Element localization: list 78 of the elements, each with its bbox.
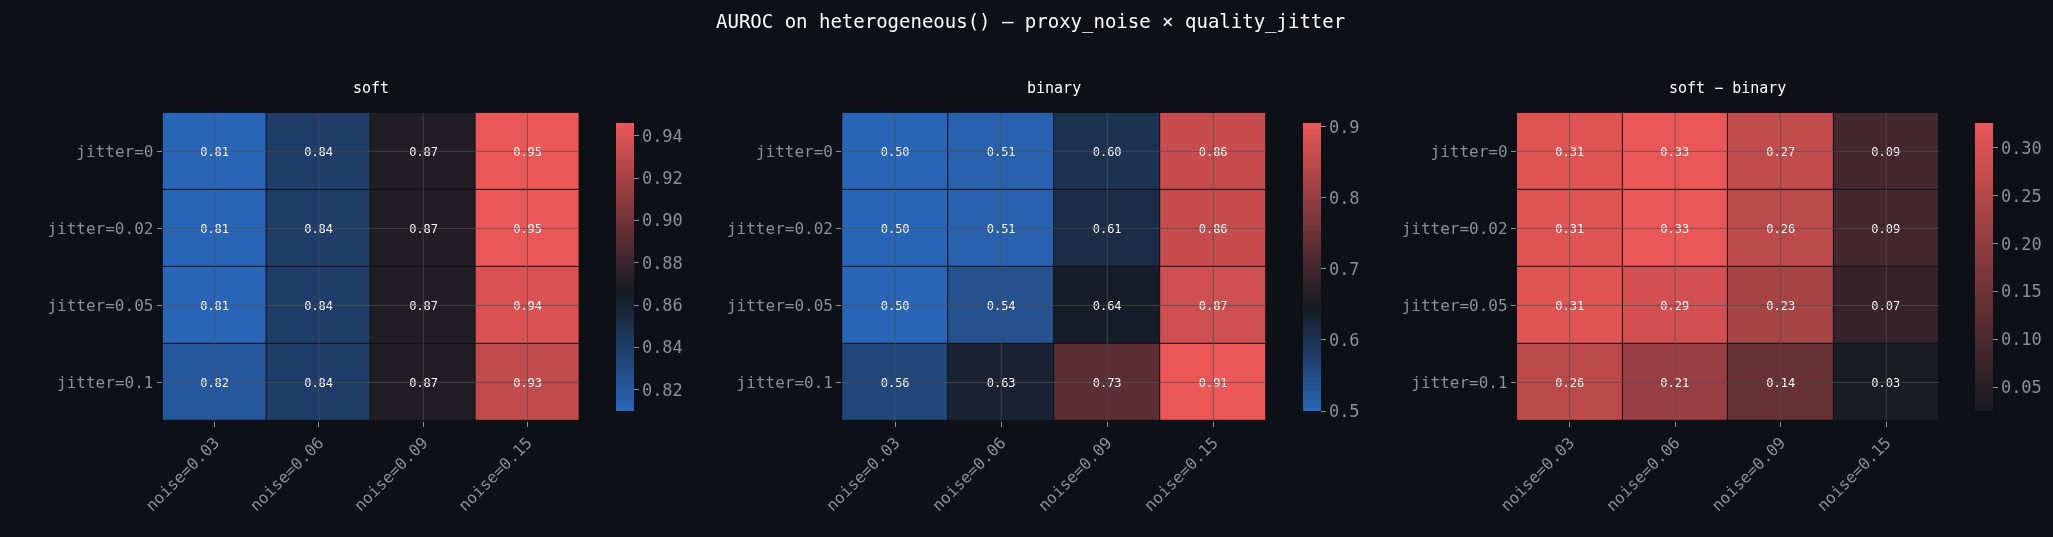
data-label: 0.87 <box>409 375 439 390</box>
data-label: 0.27 <box>1766 144 1796 159</box>
color-bar-label: 0.7 <box>1328 258 1360 279</box>
data-label: 0.14 <box>1766 375 1796 390</box>
data-label: 0.51 <box>986 144 1016 159</box>
data-label: 0.87 <box>409 298 439 313</box>
data-label: 0.87 <box>409 221 439 236</box>
color-bar-label: 0.82 <box>641 379 683 400</box>
data-label: 0.54 <box>986 298 1016 313</box>
chart-title: soft − binary <box>1669 79 1787 97</box>
data-label: 0.03 <box>1871 375 1901 390</box>
data-label: 0.31 <box>1555 144 1585 159</box>
data-label: 0.84 <box>304 221 334 236</box>
color-bar-label: 0.9 <box>1328 116 1360 137</box>
color-bar-label: 0.25 <box>2000 185 2042 206</box>
data-label: 0.23 <box>1766 298 1796 313</box>
color-bar-label: 0.92 <box>641 168 683 189</box>
data-label: 0.31 <box>1555 298 1585 313</box>
color-bar-label: 0.84 <box>641 337 683 358</box>
y-tick-label: jitter=0 <box>755 141 833 161</box>
chart-title: soft <box>353 79 390 97</box>
color-bar-label: 0.8 <box>1328 187 1360 208</box>
data-label: 0.63 <box>986 375 1016 390</box>
y-tick-label: jitter=0.05 <box>726 296 833 316</box>
color-bar-label: 0.05 <box>2000 377 2042 398</box>
data-label: 0.61 <box>1092 221 1122 236</box>
data-label: 0.81 <box>200 221 230 236</box>
data-label: 0.84 <box>304 375 334 390</box>
color-bar-label: 0.20 <box>2000 233 2042 254</box>
color-bar-label: 0.10 <box>2000 329 2042 350</box>
data-label: 0.93 <box>513 375 543 390</box>
data-label: 0.29 <box>1660 298 1690 313</box>
y-tick-label: jitter=0.1 <box>736 373 833 393</box>
data-label: 0.50 <box>880 298 910 313</box>
data-label: 0.86 <box>1198 144 1228 159</box>
data-label: 0.84 <box>304 144 334 159</box>
data-label: 0.26 <box>1555 375 1585 390</box>
data-label: 0.07 <box>1871 298 1901 313</box>
color-bar-label: 0.94 <box>641 125 683 146</box>
data-label: 0.81 <box>200 144 230 159</box>
color-bar-label: 0.30 <box>2000 137 2042 158</box>
y-tick-label: jitter=0 <box>76 141 154 161</box>
data-label: 0.84 <box>304 298 334 313</box>
color-bar-label: 0.5 <box>1328 400 1360 421</box>
y-tick-label: jitter=0.02 <box>1401 218 1508 238</box>
y-tick-label: jitter=0 <box>1430 141 1508 161</box>
data-label: 0.33 <box>1660 144 1690 159</box>
data-label: 0.50 <box>880 144 910 159</box>
data-label: 0.82 <box>200 375 230 390</box>
data-label: 0.60 <box>1092 144 1122 159</box>
y-tick-label: jitter=0.05 <box>1401 296 1508 316</box>
chart-title: binary <box>1027 79 1082 97</box>
data-label: 0.87 <box>1198 298 1228 313</box>
data-label: 0.50 <box>880 221 910 236</box>
color-bar-label: 0.86 <box>641 295 683 316</box>
y-tick-label: jitter=0.1 <box>1411 373 1508 393</box>
color-bar-label: 0.88 <box>641 252 683 273</box>
data-label: 0.26 <box>1766 221 1796 236</box>
text: AUROC on heterogeneous() — proxy_noise × quality_jitter <box>716 10 1346 33</box>
data-label: 0.87 <box>409 144 439 159</box>
color-bar-label: 0.6 <box>1328 329 1360 350</box>
y-tick-label: jitter=0.02 <box>47 218 154 238</box>
data-label: 0.09 <box>1871 221 1901 236</box>
data-label: 0.21 <box>1660 375 1690 390</box>
color-bar-label: 0.90 <box>641 210 683 231</box>
data-label: 0.09 <box>1871 144 1901 159</box>
color-bar-label: 0.15 <box>2000 281 2042 302</box>
data-label: 0.86 <box>1198 221 1228 236</box>
y-tick-label: jitter=0.05 <box>47 296 154 316</box>
data-label: 0.81 <box>200 298 230 313</box>
data-label: 0.51 <box>986 221 1016 236</box>
data-label: 0.64 <box>1092 298 1122 313</box>
data-label: 0.56 <box>880 375 910 390</box>
data-label: 0.73 <box>1092 375 1122 390</box>
y-tick-label: jitter=0.02 <box>726 218 833 238</box>
y-tick-label: jitter=0.1 <box>57 373 154 393</box>
data-label: 0.31 <box>1555 221 1585 236</box>
data-label: 0.94 <box>513 298 543 313</box>
